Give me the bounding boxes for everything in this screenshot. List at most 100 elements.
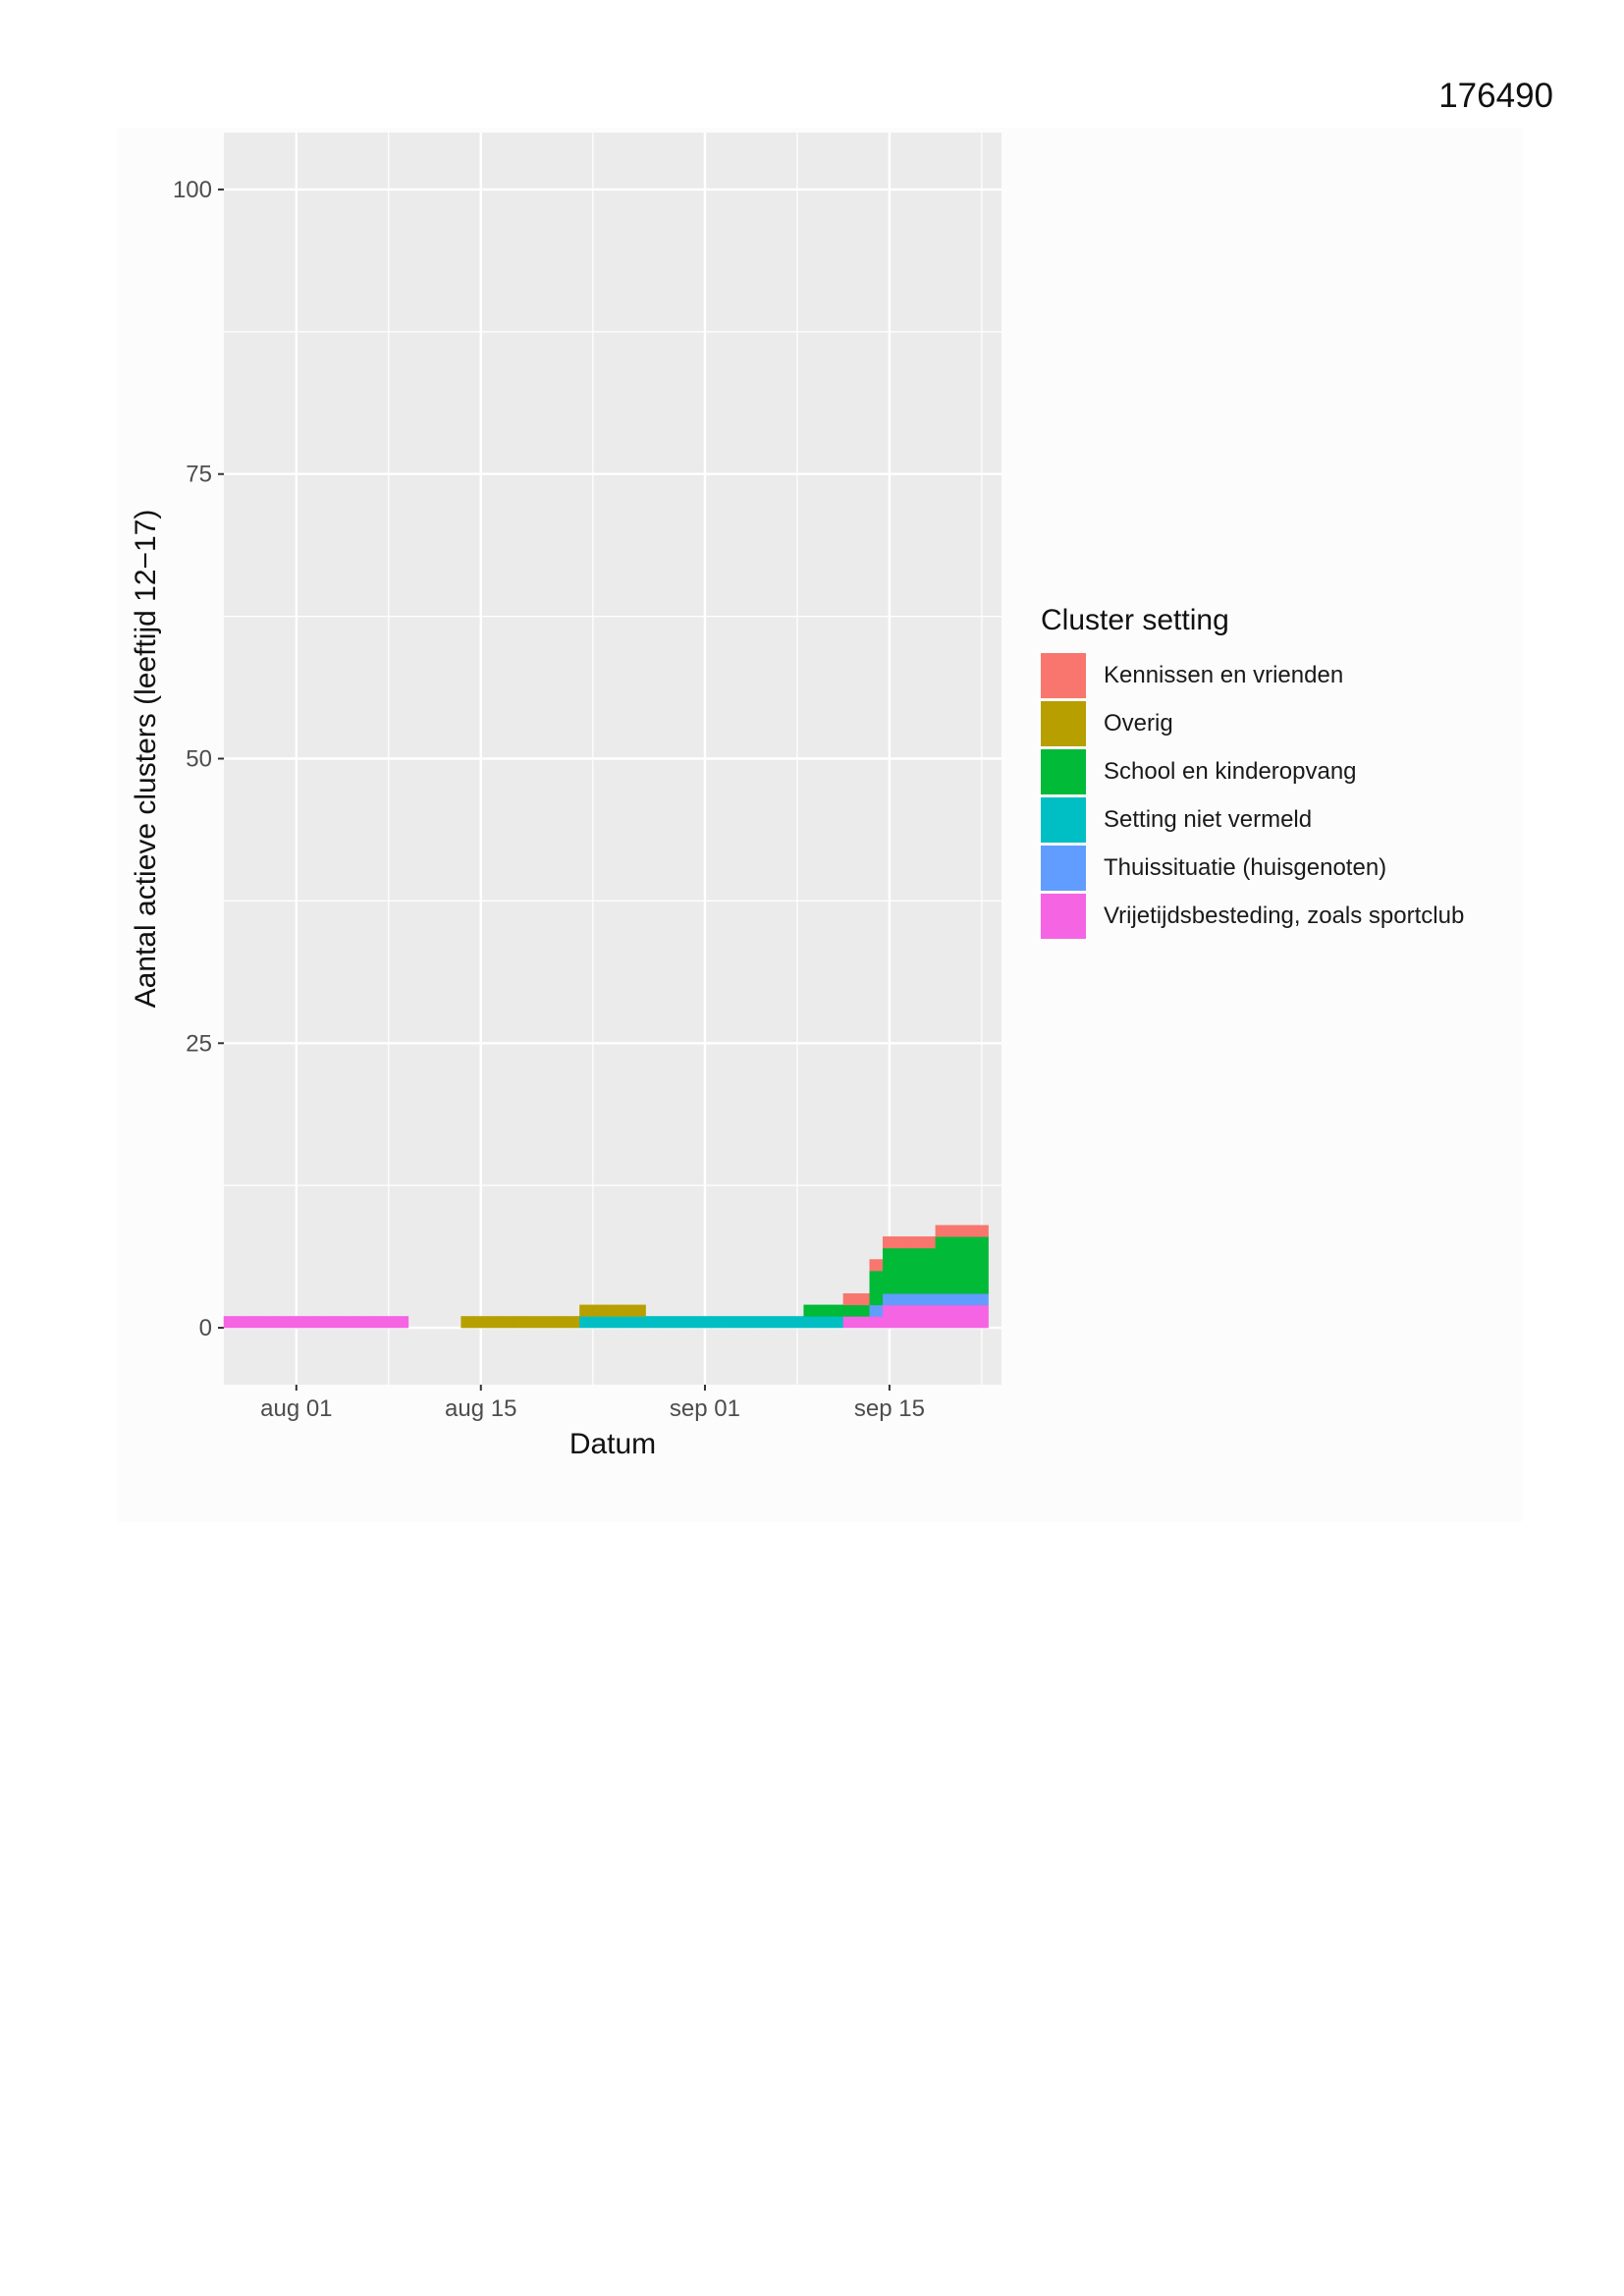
- legend-label: Overig: [1104, 709, 1173, 737]
- bar-segment: [856, 1304, 871, 1317]
- bar-segment: [922, 1236, 937, 1249]
- bar-segment: [816, 1304, 831, 1317]
- bar-segment: [935, 1304, 949, 1329]
- bar-segment: [882, 1293, 896, 1306]
- bar-segment: [922, 1304, 937, 1329]
- bar-segment: [830, 1316, 844, 1329]
- bar-segment: [579, 1316, 594, 1329]
- bar-segment: [974, 1304, 989, 1329]
- y-axis-title: Aantal actieve clusters (leeftijd 12−17): [130, 510, 162, 1009]
- bar-segment: [368, 1316, 383, 1329]
- bar-segment: [922, 1293, 937, 1306]
- legend-swatch: [1041, 796, 1086, 843]
- bar-segment: [631, 1304, 646, 1317]
- bar-segment: [526, 1316, 541, 1329]
- bar-segment: [276, 1316, 291, 1329]
- legend-item: Setting niet vermeld: [1041, 795, 1464, 844]
- legend-label: Setting niet vermeld: [1104, 805, 1313, 833]
- bar-segment: [237, 1316, 251, 1329]
- legend-label: Thuissituatie (huisgenoten): [1104, 853, 1387, 881]
- bar-segment: [223, 1316, 238, 1329]
- bar-segment: [908, 1236, 923, 1249]
- bar-segment: [948, 1304, 962, 1329]
- bar-segment: [711, 1316, 726, 1329]
- bar-segment: [249, 1316, 264, 1329]
- bar-segment: [830, 1304, 844, 1317]
- bar-segment: [935, 1293, 949, 1306]
- chart-card: 0 25 50 75 100 aug 01 aug 15 sep 01 sep 15 Datum A…: [118, 128, 1522, 1522]
- legend-swatch: [1041, 700, 1086, 746]
- document-number: 176490: [1438, 77, 1553, 115]
- bar-segment: [764, 1316, 779, 1329]
- bar-segment: [487, 1316, 502, 1329]
- bar-segment: [789, 1316, 804, 1329]
- bar-segment: [895, 1304, 910, 1329]
- legend-swatch: [1041, 748, 1086, 794]
- bar-segment: [460, 1316, 475, 1329]
- bar-segment: [672, 1316, 686, 1329]
- bar-segment: [948, 1236, 962, 1294]
- bar-segment: [974, 1236, 989, 1294]
- bar-segment: [869, 1270, 884, 1306]
- x-tick-label: aug 15: [445, 1395, 516, 1422]
- legend-item: Vrijetijdsbesteding, zoals sportclub: [1041, 892, 1464, 940]
- bar-segment: [777, 1316, 791, 1329]
- legend-swatch: [1041, 845, 1086, 891]
- bar-segment: [750, 1316, 765, 1329]
- stacked-bar-chart: 0 25 50 75 100 aug 01 aug 15 sep 01 sep 15 Datum A…: [130, 133, 1001, 1460]
- bar-segment: [606, 1316, 620, 1329]
- bar-segment: [631, 1316, 646, 1329]
- legend-label: School en kinderopvang: [1104, 757, 1357, 785]
- bar-segment: [302, 1316, 317, 1329]
- y-tick-label: 0: [199, 1315, 212, 1341]
- legend-swatch: [1041, 893, 1086, 939]
- bar-segment: [315, 1316, 330, 1329]
- legend-item: Overig: [1041, 699, 1464, 747]
- bar-segment: [935, 1225, 949, 1237]
- bar-segment: [869, 1316, 884, 1329]
- bar-segment: [961, 1236, 976, 1294]
- bar-segment: [882, 1247, 896, 1294]
- bar-segment: [553, 1316, 568, 1329]
- bar-segment: [908, 1304, 923, 1329]
- legend: Cluster setting Kennissen en vrienden Ove…: [1041, 604, 1464, 940]
- bar-segment: [473, 1316, 488, 1329]
- bar-segment: [816, 1316, 831, 1329]
- bar-segment: [592, 1304, 607, 1317]
- y-tick-label: 50: [186, 746, 212, 773]
- legend-item: Kennissen en vrienden: [1041, 651, 1464, 699]
- bar-segment: [619, 1304, 633, 1317]
- bar-segment: [592, 1316, 607, 1329]
- bar-segment: [935, 1236, 949, 1294]
- bar-segment: [882, 1236, 896, 1249]
- bar-segment: [895, 1247, 910, 1294]
- bar-segment: [619, 1316, 633, 1329]
- legend-title: Cluster setting: [1041, 604, 1229, 636]
- bar-segment: [908, 1293, 923, 1306]
- bar-segment: [882, 1304, 896, 1329]
- bar-segment: [539, 1316, 554, 1329]
- x-tick-label: sep 01: [670, 1395, 740, 1422]
- bar-segment: [698, 1316, 712, 1329]
- legend-swatch: [1041, 652, 1086, 698]
- bar-segment: [381, 1316, 396, 1329]
- bar-segment: [842, 1293, 857, 1306]
- y-tick-label: 75: [186, 462, 212, 488]
- bar-segment: [961, 1304, 976, 1329]
- bar-segment: [289, 1316, 303, 1329]
- bar-segment: [974, 1225, 989, 1237]
- legend-item: School en kinderopvang: [1041, 747, 1464, 795]
- bar-segment: [342, 1316, 356, 1329]
- bar-segment: [724, 1316, 738, 1329]
- bar-segment: [737, 1316, 752, 1329]
- bar-segment: [961, 1293, 976, 1306]
- bar-segment: [645, 1316, 660, 1329]
- bar-segment: [869, 1259, 884, 1272]
- bar-segment: [354, 1316, 369, 1329]
- bar-segment: [908, 1247, 923, 1294]
- bar-segment: [579, 1304, 594, 1317]
- bar-segment: [856, 1316, 871, 1329]
- bar-segment: [842, 1316, 857, 1329]
- bar-segment: [606, 1304, 620, 1317]
- bar-segment: [803, 1304, 818, 1317]
